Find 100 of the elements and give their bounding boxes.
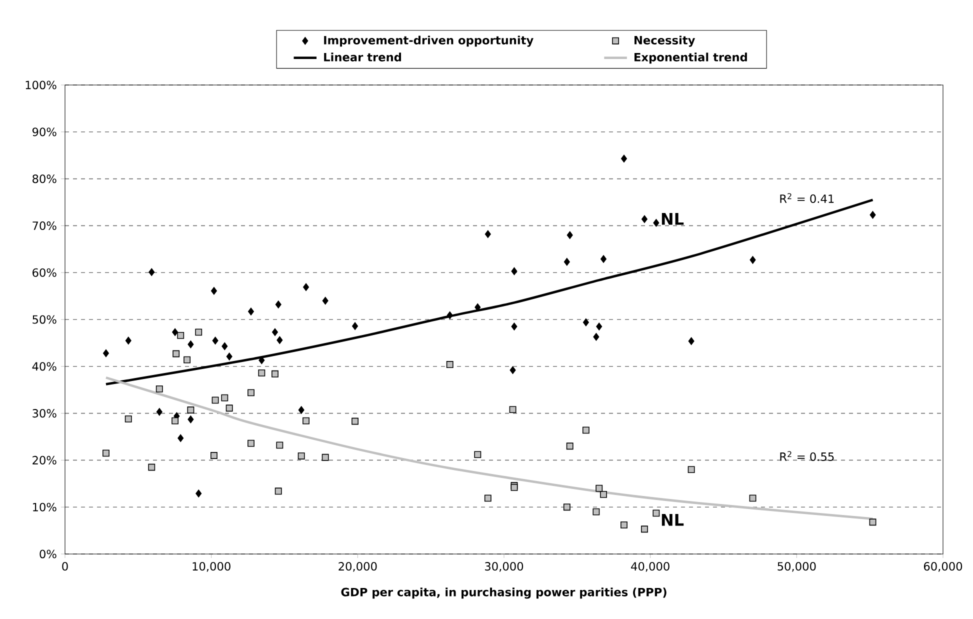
point	[596, 484, 603, 492]
y-tick-label: 90%	[32, 128, 56, 136]
point	[596, 322, 602, 330]
point	[172, 350, 180, 358]
point	[102, 349, 109, 358]
y-tick-label: 10%	[33, 502, 56, 512]
point	[272, 328, 278, 336]
point	[641, 215, 648, 223]
point	[298, 452, 305, 460]
point	[274, 488, 282, 495]
y-tick-label: 60%	[32, 268, 56, 277]
y-tick-label: 0%	[40, 550, 56, 558]
point	[322, 454, 329, 461]
point	[446, 361, 454, 368]
point	[593, 332, 600, 341]
y-tick-label: 80%	[32, 174, 56, 184]
point	[226, 404, 233, 412]
annotation: NL	[662, 213, 684, 225]
point	[156, 385, 163, 392]
point	[221, 394, 228, 402]
point	[566, 442, 574, 450]
point	[511, 322, 518, 330]
annotation: R$^{2}$ = 0.41	[780, 193, 834, 204]
point	[196, 490, 202, 498]
point	[322, 296, 328, 305]
x-tick-label: 10,000	[192, 562, 230, 572]
point	[188, 416, 194, 424]
point	[272, 370, 278, 378]
point	[178, 434, 184, 442]
legend-label: Linear trend	[324, 52, 402, 62]
x-tick-label: 30,000	[485, 562, 524, 572]
point	[148, 464, 156, 471]
point	[870, 211, 876, 219]
point	[172, 417, 179, 424]
point	[276, 336, 283, 344]
annotation: NL	[662, 514, 684, 526]
y-tick-label: 100%	[26, 80, 56, 90]
point	[484, 230, 491, 238]
point	[248, 389, 254, 396]
point	[510, 366, 516, 374]
annotation: R$^{2}$ = 0.55	[780, 451, 834, 461]
point	[125, 336, 132, 344]
y-tick-label: 70%	[32, 221, 56, 230]
point	[688, 466, 695, 474]
point	[869, 518, 876, 526]
point	[276, 442, 284, 449]
legend-label: Improvement-driven opportunity	[324, 36, 534, 47]
y-tick-label: 40%	[32, 362, 56, 371]
point	[749, 494, 756, 502]
point	[653, 219, 660, 227]
point	[303, 283, 310, 292]
point	[582, 318, 589, 326]
point	[641, 526, 648, 533]
point	[177, 332, 184, 339]
point	[582, 426, 590, 434]
point	[302, 417, 310, 424]
x-tick-label: 60,000	[924, 562, 962, 572]
point	[184, 356, 191, 364]
x-axis-title: GDP per capita, in purchasing power parities (PPP)	[341, 588, 666, 599]
point	[248, 308, 254, 316]
y-tick-label: 30%	[32, 409, 56, 418]
point	[600, 490, 607, 498]
point	[484, 494, 492, 502]
point	[210, 287, 217, 295]
point	[688, 337, 694, 345]
point	[212, 336, 218, 344]
point	[222, 342, 228, 350]
point	[563, 504, 570, 511]
point	[620, 521, 628, 528]
point	[352, 418, 358, 425]
point	[352, 322, 358, 330]
point	[156, 408, 162, 416]
point	[148, 268, 155, 276]
y-tick-label: 20%	[32, 456, 56, 464]
point	[124, 415, 132, 422]
x-tick-label: 0	[62, 562, 68, 571]
point	[298, 406, 304, 414]
point	[474, 451, 482, 458]
point	[750, 256, 756, 264]
x-tick-label: 50,000	[778, 562, 816, 572]
point	[248, 440, 254, 447]
point	[652, 510, 660, 517]
point	[195, 328, 202, 336]
y-tick-label: 50%	[32, 315, 56, 324]
legend-label: Necessity	[634, 36, 696, 47]
point	[226, 352, 232, 360]
point	[446, 311, 453, 320]
point	[600, 255, 607, 263]
point	[592, 508, 600, 516]
x-tick-label: 40,000	[631, 562, 670, 572]
point	[275, 300, 282, 308]
point	[511, 267, 518, 276]
point	[564, 258, 570, 266]
point	[212, 396, 219, 404]
point	[187, 406, 194, 414]
legend-label: Exponential trend	[634, 52, 747, 64]
point	[188, 340, 194, 348]
point	[620, 154, 627, 162]
point	[509, 406, 516, 414]
point	[102, 450, 110, 457]
